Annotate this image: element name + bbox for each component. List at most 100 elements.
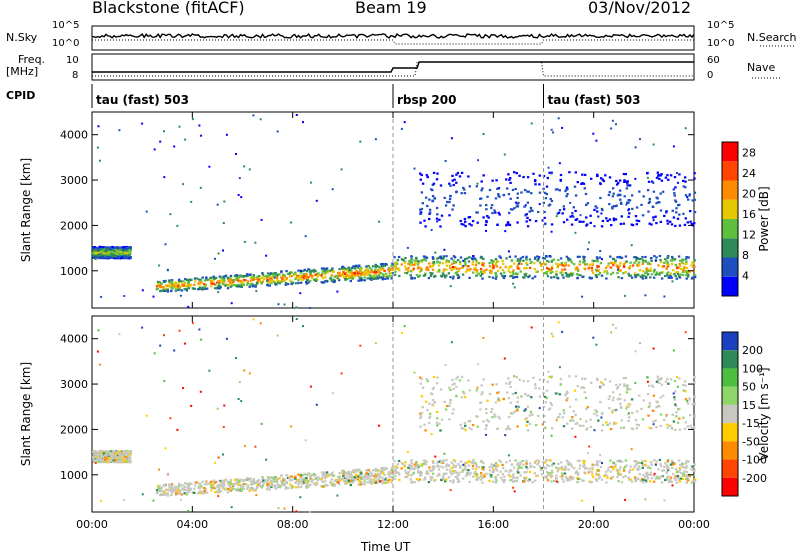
data-cell: [367, 468, 370, 472]
data-cell: [549, 476, 552, 479]
data-cell: [262, 479, 265, 482]
data-cell: [685, 262, 688, 266]
data-cell: [119, 454, 122, 457]
data-cell: [633, 272, 637, 275]
data-cell: [533, 383, 537, 386]
data-cell: [111, 449, 114, 453]
data-cell: [678, 428, 682, 431]
data-cell: [321, 485, 325, 488]
data-cell: [638, 190, 641, 193]
data-cell: [222, 275, 225, 278]
noise-cell: [444, 160, 447, 162]
data-cell: [388, 476, 392, 479]
data-cell: [202, 491, 206, 494]
data-cell: [249, 487, 252, 490]
data-cell: [693, 480, 697, 483]
data-cell: [567, 275, 571, 278]
data-cell: [474, 473, 478, 476]
data-cell: [437, 264, 441, 267]
data-cell: [447, 260, 451, 263]
data-cell: [570, 477, 573, 480]
data-cell: [528, 258, 532, 261]
noise-cell: [98, 159, 101, 162]
data-cell: [672, 259, 676, 262]
data-cell: [358, 276, 361, 279]
data-cell: [522, 463, 525, 466]
data-cell: [618, 468, 621, 471]
data-cell: [531, 481, 534, 484]
data-cell: [665, 471, 668, 474]
data-cell: [525, 213, 528, 216]
data-cell: [494, 262, 498, 265]
data-cell: [107, 454, 110, 457]
data-cell: [672, 463, 676, 466]
data-cell: [525, 255, 528, 258]
data-cell: [593, 260, 596, 263]
data-cell: [683, 270, 687, 273]
data-cell: [162, 280, 166, 283]
data-cell: [607, 193, 611, 197]
data-cell: [305, 275, 308, 278]
data-cell: [407, 262, 410, 265]
data-cell: [387, 275, 391, 278]
data-cell: [490, 463, 493, 466]
data-cell: [455, 267, 459, 270]
data-cell: [512, 262, 516, 265]
noise-cell: [277, 303, 280, 306]
nave-tick-high: 60: [707, 55, 720, 66]
data-cell: [638, 461, 642, 465]
data-cell: [122, 246, 125, 249]
noise-cell: [646, 176, 649, 179]
data-cell: [214, 487, 217, 490]
data-cell: [410, 270, 413, 273]
data-cell: [272, 274, 275, 277]
data-cell: [485, 220, 488, 224]
data-cell: [681, 462, 684, 465]
data-cell: [627, 201, 630, 204]
data-cell: [614, 261, 617, 264]
data-cell: [650, 269, 653, 272]
data-cell: [542, 201, 545, 204]
data-cell: [455, 181, 458, 184]
data-cell: [193, 283, 196, 286]
data-cell: [172, 487, 175, 490]
noise-cell: [163, 130, 165, 133]
data-cell: [404, 469, 407, 472]
data-cell: [126, 250, 130, 253]
data-cell: [271, 484, 274, 487]
data-cell: [428, 208, 432, 211]
data-cell: [516, 221, 519, 224]
date-title: 03/Nov/2012: [588, 0, 692, 17]
data-cell: [525, 417, 528, 420]
data-cell: [464, 474, 468, 477]
data-cell: [120, 457, 123, 460]
data-cell: [269, 476, 273, 479]
data-cell: [542, 256, 545, 259]
noise-cell: [676, 181, 679, 184]
data-cell: [92, 256, 95, 259]
data-cell: [432, 182, 436, 185]
data-cell: [361, 475, 364, 478]
data-cell: [631, 428, 635, 431]
data-cell: [232, 279, 235, 282]
data-cell: [525, 424, 528, 427]
data-cell: [278, 282, 281, 285]
data-cell: [630, 398, 634, 401]
data-cell: [343, 267, 346, 270]
data-cell: [494, 462, 498, 465]
data-cell: [261, 273, 265, 276]
data-cell: [440, 274, 443, 277]
data-cell: [665, 211, 668, 214]
data-cell: [410, 255, 413, 258]
data-cell: [419, 221, 422, 224]
data-cell: [498, 255, 501, 258]
data-cell: [530, 192, 533, 195]
data-cell: [272, 273, 275, 276]
data-cell: [367, 264, 370, 268]
data-cell: [479, 478, 482, 481]
data-cell: [559, 377, 563, 381]
data-cell: [491, 212, 494, 215]
data-cell: [316, 275, 319, 278]
data-cell: [448, 418, 451, 421]
data-cell: [619, 262, 622, 265]
